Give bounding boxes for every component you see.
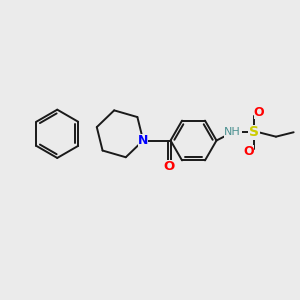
Text: NH: NH xyxy=(224,127,241,137)
Text: O: O xyxy=(164,160,175,173)
Text: O: O xyxy=(243,145,254,158)
Text: S: S xyxy=(249,125,259,139)
Text: N: N xyxy=(138,134,148,147)
Text: O: O xyxy=(254,106,265,119)
